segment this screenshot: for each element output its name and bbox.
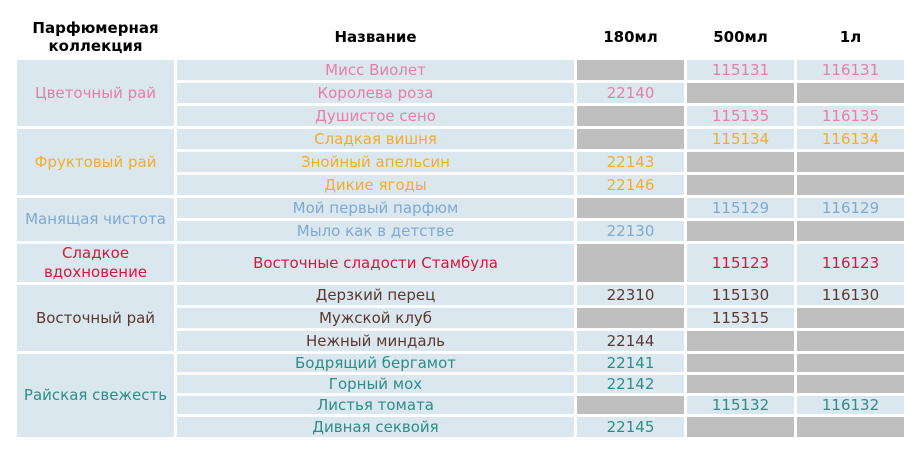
article-500ml-cell: 115129 <box>687 198 794 218</box>
article-1l-cell: 116135 <box>797 106 904 126</box>
product-name-cell: Бодрящий бергамот <box>177 354 574 372</box>
article-1l-cell <box>797 152 904 172</box>
article-180ml-cell: 22140 <box>577 83 684 103</box>
table-row: Райская свежесть Бодрящий бергамот 22141 <box>17 354 904 437</box>
article-180ml-cell: 22130 <box>577 221 684 241</box>
article-1l-cell <box>797 308 904 328</box>
article-180ml-cell <box>577 106 684 126</box>
article-180ml-cell <box>577 396 684 414</box>
header-collection: Парфюмерная коллекция <box>17 17 174 57</box>
article-1l-cell <box>797 331 904 351</box>
article-500ml-cell: 115134 <box>687 129 794 149</box>
header-1l: 1л <box>797 17 904 57</box>
article-500ml-cell: 115123 <box>687 244 794 282</box>
article-180ml-cell: 22142 <box>577 375 684 393</box>
article-180ml-cell: 22146 <box>577 175 684 195</box>
product-name-cell: Дерзкий перец <box>177 285 574 305</box>
header-name: Название <box>177 17 574 57</box>
article-500ml-cell <box>687 417 794 437</box>
header-500ml: 500мл <box>687 17 794 57</box>
product-name-cell: Знойный апельсин <box>177 152 574 172</box>
article-500ml-cell: 115132 <box>687 396 794 414</box>
table-row: Листья томата 115132 116132 <box>17 396 904 414</box>
article-1l-cell: 116129 <box>797 198 904 218</box>
collection-cell: Цветочный рай <box>17 60 174 126</box>
product-name-cell: Листья томата <box>177 396 574 414</box>
table-row: Восточный рай Дерзкий перец 22310 115130 116… <box>17 285 904 351</box>
product-name-cell: Горный мох <box>177 375 574 393</box>
article-1l-cell <box>797 83 904 103</box>
article-180ml-cell: 22145 <box>577 417 684 437</box>
article-500ml-cell <box>687 331 794 351</box>
table-row: Фруктовый рай Сладкая вишня 115134 116134 <box>17 129 904 195</box>
product-name-cell: Дивная секвойя <box>177 417 574 437</box>
table-row: Мужской клуб 115315 <box>17 308 904 328</box>
article-500ml-cell: 115131 <box>687 60 794 80</box>
article-500ml-cell <box>687 375 794 393</box>
article-180ml-cell: 22310 <box>577 285 684 305</box>
table-row: Нежный миндаль 22144 <box>17 331 904 351</box>
article-1l-cell <box>797 221 904 241</box>
product-name-cell: Нежный миндаль <box>177 331 574 351</box>
article-1l-cell <box>797 417 904 437</box>
product-name-cell: Дикие ягоды <box>177 175 574 195</box>
collection-cell: Сладкое вдохновение <box>17 244 174 282</box>
product-name-cell: Мой первый парфюм <box>177 198 574 218</box>
article-500ml-cell <box>687 152 794 172</box>
table-row: Манящая чистота Мой первый парфюм 115129 11… <box>17 198 904 241</box>
header-row: Парфюмерная коллекция Название 180мл 500… <box>17 17 904 57</box>
article-500ml-cell: 115135 <box>687 106 794 126</box>
article-1l-cell: 116134 <box>797 129 904 149</box>
article-1l-cell <box>797 354 904 372</box>
article-1l-cell <box>797 375 904 393</box>
article-180ml-cell: 22141 <box>577 354 684 372</box>
table-row: Дикие ягоды 22146 <box>17 175 904 195</box>
perfume-price-table: Парфюмерная коллекция Название 180мл 500… <box>14 14 907 440</box>
product-name-cell: Королева роза <box>177 83 574 103</box>
article-180ml-cell <box>577 198 684 218</box>
article-500ml-cell: 115315 <box>687 308 794 328</box>
table-row: Дивная секвойя 22145 <box>17 417 904 437</box>
collection-cell: Восточный рай <box>17 285 174 351</box>
collection-cell: Манящая чистота <box>17 198 174 241</box>
collection-cell: Райская свежесть <box>17 354 174 437</box>
article-1l-cell: 116132 <box>797 396 904 414</box>
article-180ml-cell <box>577 308 684 328</box>
article-1l-cell: 116131 <box>797 60 904 80</box>
article-500ml-cell <box>687 354 794 372</box>
article-180ml-cell <box>577 129 684 149</box>
table-row: Королева роза 22140 <box>17 83 904 103</box>
article-1l-cell: 116130 <box>797 285 904 305</box>
article-500ml-cell <box>687 221 794 241</box>
product-name-cell: Мыло как в детстве <box>177 221 574 241</box>
product-name-cell: Душистое сено <box>177 106 574 126</box>
product-name-cell: Мисс Виолет <box>177 60 574 80</box>
table-row: Горный мох 22142 <box>17 375 904 393</box>
product-name-cell: Сладкая вишня <box>177 129 574 149</box>
table-row: Цветочный рай Мисс Виолет 115131 116131 <box>17 60 904 126</box>
table-row: Знойный апельсин 22143 <box>17 152 904 172</box>
article-180ml-cell <box>577 60 684 80</box>
product-name-cell: Мужской клуб <box>177 308 574 328</box>
article-180ml-cell: 22143 <box>577 152 684 172</box>
table-row: Сладкое вдохновение Восточные сладости Ст… <box>17 244 904 282</box>
article-500ml-cell <box>687 83 794 103</box>
article-180ml-cell: 22144 <box>577 331 684 351</box>
article-180ml-cell <box>577 244 684 282</box>
table-row: Душистое сено 115135 116135 <box>17 106 904 126</box>
article-500ml-cell: 115130 <box>687 285 794 305</box>
table-row: Мыло как в детстве 22130 <box>17 221 904 241</box>
article-500ml-cell <box>687 175 794 195</box>
article-1l-cell: 116123 <box>797 244 904 282</box>
product-name-cell: Восточные сладости Стамбула <box>177 244 574 282</box>
collection-cell: Фруктовый рай <box>17 129 174 195</box>
header-180ml: 180мл <box>577 17 684 57</box>
table-body: Цветочный рай Мисс Виолет 115131 116131 Коро… <box>17 60 904 437</box>
article-1l-cell <box>797 175 904 195</box>
